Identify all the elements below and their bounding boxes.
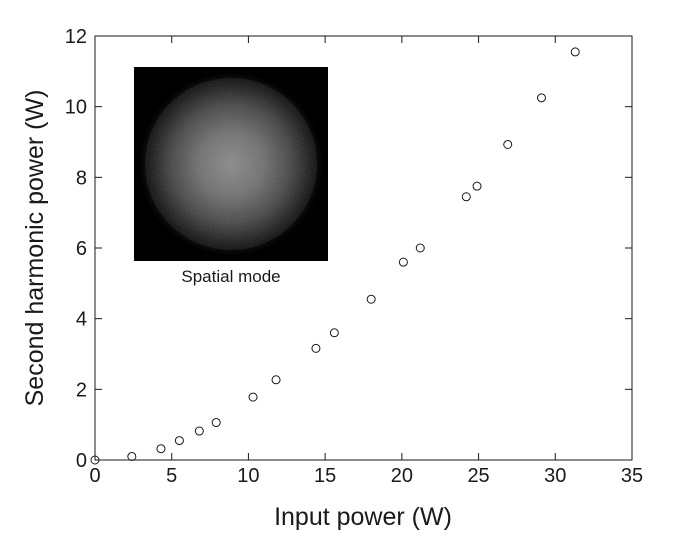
data-point [536, 93, 546, 103]
data-point [415, 243, 425, 253]
x-axis-ticks: 0 5 10 15 20 25 30 35 [89, 36, 643, 487]
data-point [90, 455, 100, 465]
x-tick-label: 5 [166, 465, 177, 487]
data-point [311, 343, 321, 353]
data-point [194, 426, 204, 436]
data-point [271, 375, 281, 385]
y-tick-label: 4 [76, 309, 87, 331]
x-tick-label: 30 [544, 465, 566, 487]
y-tick-label: 10 [65, 97, 87, 119]
x-tick-label: 0 [89, 465, 100, 487]
x-tick-label: 25 [467, 465, 489, 487]
data-point [329, 328, 339, 338]
data-point [472, 181, 482, 191]
data-point [503, 139, 513, 149]
y-tick-label: 8 [76, 167, 87, 189]
y-axis-label: Second harmonic power (W) [21, 90, 49, 407]
x-axis-label: Input power (W) [274, 503, 452, 531]
y-axis-ticks: 0 2 4 6 8 10 12 [65, 26, 632, 472]
data-point [366, 294, 376, 304]
y-tick-label: 0 [76, 450, 87, 472]
inset-label: Spatial mode [181, 267, 280, 286]
data-point [156, 444, 166, 454]
y-tick-label: 2 [76, 379, 87, 401]
inset-spatial-mode: Spatial mode [134, 67, 328, 286]
x-tick-label: 10 [237, 465, 259, 487]
x-tick-label: 15 [314, 465, 336, 487]
data-point [248, 392, 258, 402]
data-point [211, 418, 221, 428]
data-point [461, 192, 471, 202]
y-tick-label: 6 [76, 238, 87, 260]
beam-speckle [145, 78, 317, 250]
data-point [398, 257, 408, 267]
y-tick-label: 12 [65, 26, 87, 48]
data-point [570, 47, 580, 57]
data-point [174, 436, 184, 446]
data-points [90, 47, 580, 465]
x-tick-label: 20 [391, 465, 413, 487]
x-tick-label: 35 [621, 465, 643, 487]
data-point [127, 451, 137, 461]
